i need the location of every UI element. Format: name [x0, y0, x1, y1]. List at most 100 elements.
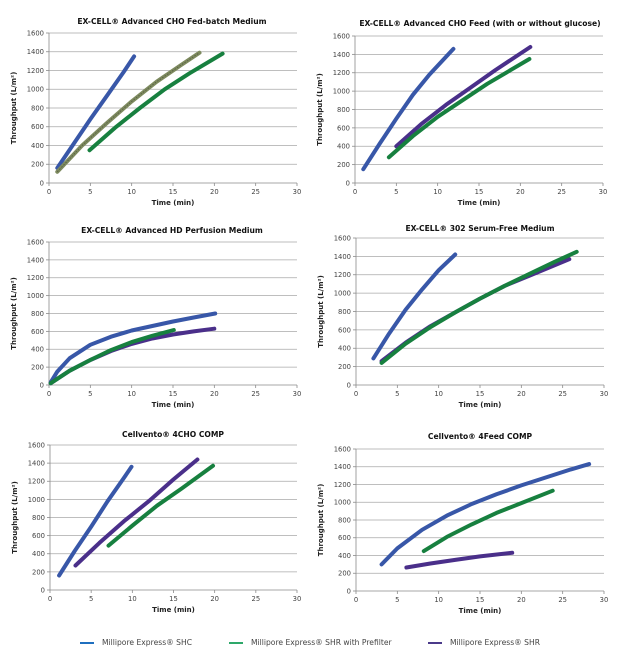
y-tick-label: 200 [338, 363, 351, 371]
x-tick-label: 25 [251, 188, 260, 196]
chart-legend: Millipore Express® SHC Millipore Express… [0, 638, 620, 658]
x-axis-label: Time (min) [152, 401, 195, 409]
y-tick-label: 1000 [333, 88, 350, 96]
x-tick-label: 10 [434, 596, 443, 604]
y-tick-label: 1600 [334, 445, 351, 453]
series-line-shc [48, 311, 218, 385]
series-line-shr-with-prefilter [106, 463, 215, 548]
chart-title: Cellvento® 4Feed COMP [428, 432, 533, 441]
y-tick-label: 1000 [334, 290, 351, 298]
y-tick-label: 0 [347, 587, 351, 595]
y-tick-label: 0 [41, 586, 45, 594]
y-tick-label: 1200 [28, 478, 45, 486]
x-tick-label: 25 [558, 390, 567, 398]
y-tick-label: 200 [337, 161, 350, 169]
y-tick-label: 1000 [334, 499, 351, 507]
legend-item-shc: Millipore Express® SHC [80, 638, 192, 647]
x-tick-label: 20 [210, 188, 219, 196]
legend-label: Millipore Express® SHR [450, 638, 540, 647]
y-tick-label: 1400 [334, 463, 351, 471]
y-tick-label: 800 [31, 104, 44, 112]
x-tick-label: 30 [293, 188, 302, 196]
x-axis-label: Time (min) [152, 199, 195, 207]
series-line-shc [361, 46, 456, 172]
y-tick-label: 0 [40, 381, 44, 389]
y-tick-label: 1400 [27, 256, 44, 264]
series-line-shr [394, 45, 533, 149]
series-line-shc [57, 464, 134, 578]
y-tick-label: 600 [32, 532, 45, 540]
x-tick-label: 5 [88, 390, 92, 398]
x-tick-label: 0 [47, 188, 51, 196]
y-axis-label: Throughput (L/m²) [11, 481, 19, 554]
legend-item-shr: Millipore Express® SHR [428, 638, 540, 647]
y-tick-label: 1200 [334, 481, 351, 489]
y-tick-label: 1000 [27, 86, 44, 94]
y-tick-label: 200 [338, 570, 351, 578]
chart-panel-4: EX-CELL® 302 Serum-Free Medium0200400600… [317, 224, 608, 409]
x-axis-label: Time (min) [458, 199, 501, 207]
chart-title: Cellvento® 4CHO COMP [122, 430, 224, 439]
x-tick-label: 30 [600, 596, 609, 604]
x-tick-label: 20 [517, 596, 526, 604]
y-axis-label: Throughput (L/m²) [316, 73, 324, 146]
y-tick-label: 1600 [27, 238, 44, 246]
y-tick-label: 400 [32, 550, 45, 558]
y-tick-label: 0 [40, 179, 44, 187]
y-tick-label: 1400 [28, 460, 45, 468]
y-tick-label: 200 [31, 364, 44, 372]
x-tick-label: 30 [293, 390, 302, 398]
chart-panel-2: EX-CELL® Advanced CHO Feed (with or with… [316, 19, 607, 207]
y-tick-label: 800 [32, 514, 45, 522]
x-axis-label: Time (min) [459, 401, 502, 409]
x-tick-label: 10 [433, 188, 442, 196]
y-tick-label: 1600 [333, 32, 350, 40]
y-tick-label: 600 [31, 123, 44, 131]
x-axis-label: Time (min) [152, 606, 195, 614]
x-tick-label: 15 [476, 390, 485, 398]
series-line-shr [73, 457, 200, 568]
y-tick-label: 600 [338, 534, 351, 542]
charts-grid: EX-CELL® Advanced CHO Fed-batch Medium 0 2… [10, 17, 609, 615]
x-tick-label: 15 [476, 596, 485, 604]
x-tick-label: 20 [210, 390, 219, 398]
y-tick-label: 600 [31, 328, 44, 336]
y-tick-label: 800 [31, 310, 44, 318]
y-tick-label: 400 [338, 345, 351, 353]
x-tick-label: 5 [394, 188, 398, 196]
series-line-texture [56, 52, 200, 173]
x-tick-label: 20 [210, 595, 219, 603]
y-tick-label: 800 [337, 106, 350, 114]
x-tick-label: 5 [395, 390, 399, 398]
x-tick-label: 30 [599, 188, 608, 196]
x-tick-label: 0 [47, 390, 51, 398]
y-tick-label: 400 [31, 346, 44, 354]
y-tick-label: 1600 [28, 441, 45, 449]
y-tick-label: 1600 [334, 234, 351, 242]
legend-label: Millipore Express® SHR with Prefilter [251, 638, 392, 647]
legend-label: Millipore Express® SHC [102, 638, 192, 647]
y-tick-label: 800 [338, 516, 351, 524]
y-tick-label: 200 [32, 568, 45, 576]
y-tick-label: 1000 [27, 292, 44, 300]
legend-swatch-shr-prefilter [229, 641, 243, 644]
y-tick-label: 1600 [27, 29, 44, 37]
chart-panel-5: Cellvento® 4CHO COMP02004006008001000120… [11, 430, 301, 614]
x-tick-label: 25 [558, 596, 567, 604]
legend-swatch-shr [428, 641, 442, 644]
x-tick-label: 10 [127, 188, 136, 196]
chart-title: EX-CELL® 302 Serum-Free Medium [405, 224, 554, 233]
x-tick-label: 25 [557, 188, 566, 196]
chart-title: EX-CELL® Advanced CHO Feed (with or with… [359, 19, 600, 28]
y-tick-label: 200 [31, 161, 44, 169]
y-tick-label: 1200 [27, 274, 44, 282]
y-axis-label: Throughput (L/m²) [317, 275, 325, 348]
series-line-shr-with-prefilter [48, 328, 176, 386]
x-tick-label: 15 [169, 595, 178, 603]
series-line-shr-with-prefilter [421, 488, 555, 554]
x-tick-label: 10 [127, 390, 136, 398]
x-tick-label: 15 [169, 188, 178, 196]
x-tick-label: 10 [434, 390, 443, 398]
series-line-shr-with-prefilter [379, 249, 579, 365]
x-tick-label: 0 [354, 390, 358, 398]
